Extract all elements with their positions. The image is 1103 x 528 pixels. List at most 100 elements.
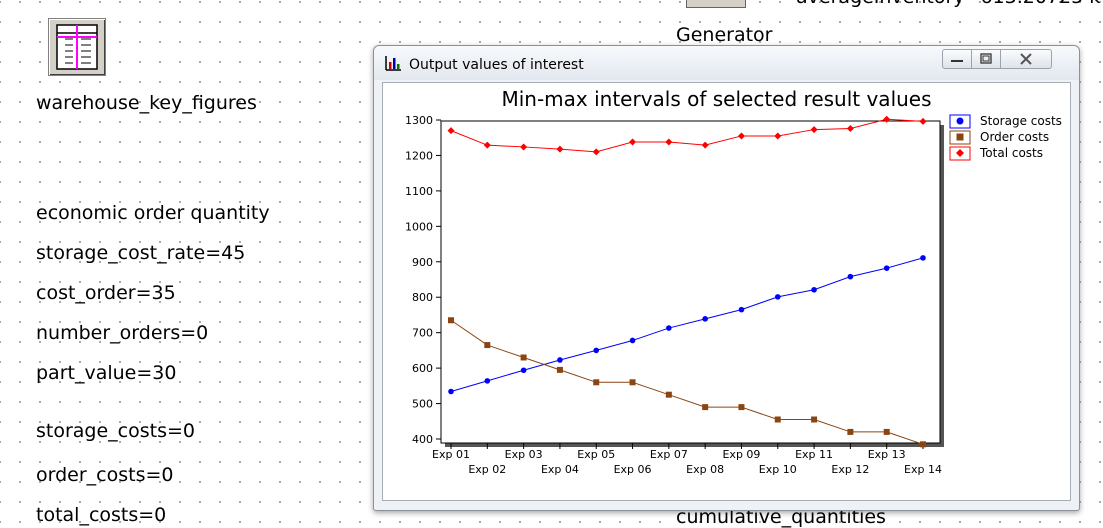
generator-icon[interactable] [686, 0, 746, 8]
data-point [811, 286, 817, 293]
data-point [774, 132, 782, 140]
data-point [629, 337, 636, 344]
line-chart: Min-max intervals of selected result val… [405, 87, 1062, 476]
data-point [665, 138, 673, 146]
data-point [629, 379, 636, 386]
plot-area [440, 120, 941, 444]
generator-label[interactable]: Generator [676, 24, 773, 46]
data-point [593, 379, 600, 386]
output-window[interactable]: Output values of interest Min-max interv… [373, 45, 1080, 511]
data-point [701, 141, 709, 149]
economic-order-quantity-label[interactable]: economic order quantity [36, 202, 270, 224]
x-tick-label: Exp 03 [505, 448, 543, 461]
maximize-button[interactable] [971, 49, 1001, 69]
chart-icon [385, 56, 401, 71]
x-tick-label: Exp 04 [541, 463, 579, 476]
x-tick-label: Exp 07 [650, 448, 688, 461]
y-tick-label: 700 [412, 327, 433, 340]
number-orders-param[interactable]: number_orders=0 [36, 322, 209, 344]
data-point [520, 143, 528, 151]
x-tick-label: Exp 11 [795, 448, 833, 461]
total-costs-result[interactable]: total_costs=0 [36, 504, 167, 526]
part-value-param[interactable]: part_value=30 [36, 362, 177, 384]
data-point [883, 265, 890, 271]
chart-panel: Min-max intervals of selected result val… [382, 82, 1071, 501]
data-point [557, 357, 563, 363]
legend-label: Storage costs [980, 114, 1062, 128]
y-tick-label: 600 [412, 362, 433, 375]
data-point [448, 317, 454, 324]
minimize-button[interactable] [942, 49, 972, 69]
data-point [556, 366, 563, 373]
storage-costs-result[interactable]: storage_costs=0 [36, 420, 196, 442]
window-titlebar[interactable]: Output values of interest [374, 46, 1079, 80]
x-tick-label: Exp 02 [468, 463, 506, 476]
storage-cost-rate-param[interactable]: storage_cost_rate=45 [36, 242, 246, 264]
y-tick-label: 1200 [405, 149, 433, 162]
data-point [774, 294, 781, 300]
maximize-icon [980, 53, 992, 64]
x-tick-label: Exp 14 [904, 463, 942, 476]
x-tick-label: Exp 08 [686, 463, 724, 476]
data-point [738, 306, 745, 313]
x-tick-label: Exp 05 [577, 448, 615, 461]
table-icon-graphic [56, 24, 98, 70]
data-point [919, 117, 927, 125]
table-icon[interactable] [48, 18, 106, 76]
data-point [774, 416, 781, 423]
cumulative-quantities-label[interactable]: cumulative_quantities [676, 506, 886, 528]
y-tick-label: 400 [412, 433, 433, 446]
x-tick-label: Exp 10 [759, 463, 797, 476]
data-point [883, 115, 891, 123]
data-point [520, 354, 527, 361]
data-point [920, 441, 926, 448]
minimize-icon [951, 60, 963, 62]
y-tick-label: 800 [412, 291, 433, 304]
x-tick-label: Exp 06 [614, 463, 652, 476]
close-button[interactable] [1000, 49, 1052, 69]
data-point [520, 367, 527, 374]
data-point [592, 148, 600, 156]
x-tick-label: Exp 13 [868, 448, 906, 461]
y-tick-label: 1300 [405, 114, 433, 127]
legend-marker [956, 133, 964, 141]
warehouse-key-figures-label[interactable]: warehouse_key_figures [36, 92, 257, 114]
y-tick-label: 500 [412, 398, 433, 411]
cost-order-param[interactable]: cost_order=35 [36, 282, 176, 304]
data-point [811, 416, 818, 423]
y-tick-label: 900 [412, 256, 433, 269]
y-tick-label: 1000 [405, 220, 433, 233]
data-point [448, 388, 454, 395]
x-tick-label: Exp 09 [722, 448, 760, 461]
data-point [666, 325, 672, 331]
legend-marker [956, 117, 964, 125]
x-tick-label: Exp 12 [831, 463, 869, 476]
data-point [447, 127, 455, 135]
average-inventory-label[interactable]: averageInventory=613.20725 k [796, 0, 1100, 8]
data-point [556, 145, 564, 153]
data-point [737, 132, 745, 140]
data-point [593, 347, 600, 354]
data-point [847, 428, 854, 435]
data-point [847, 273, 854, 280]
data-point [665, 391, 672, 398]
legend-marker [956, 149, 964, 157]
legend-label: Total costs [979, 146, 1043, 160]
x-tick-label: Exp 01 [432, 448, 470, 461]
window-title: Output values of interest [409, 57, 584, 73]
order-costs-result[interactable]: order_costs=0 [36, 464, 174, 486]
data-point [483, 141, 491, 149]
data-point [883, 428, 890, 435]
y-tick-label: 1100 [405, 185, 433, 198]
series-line-order-costs [450, 319, 924, 445]
close-icon [1020, 53, 1032, 65]
data-point [629, 138, 637, 146]
data-point [920, 255, 926, 261]
data-point [810, 126, 818, 134]
data-point [702, 404, 709, 411]
data-point [484, 378, 491, 384]
legend-label: Order costs [980, 130, 1049, 144]
series-line-total-costs [450, 118, 924, 153]
data-point [702, 316, 708, 322]
data-point [846, 125, 854, 133]
